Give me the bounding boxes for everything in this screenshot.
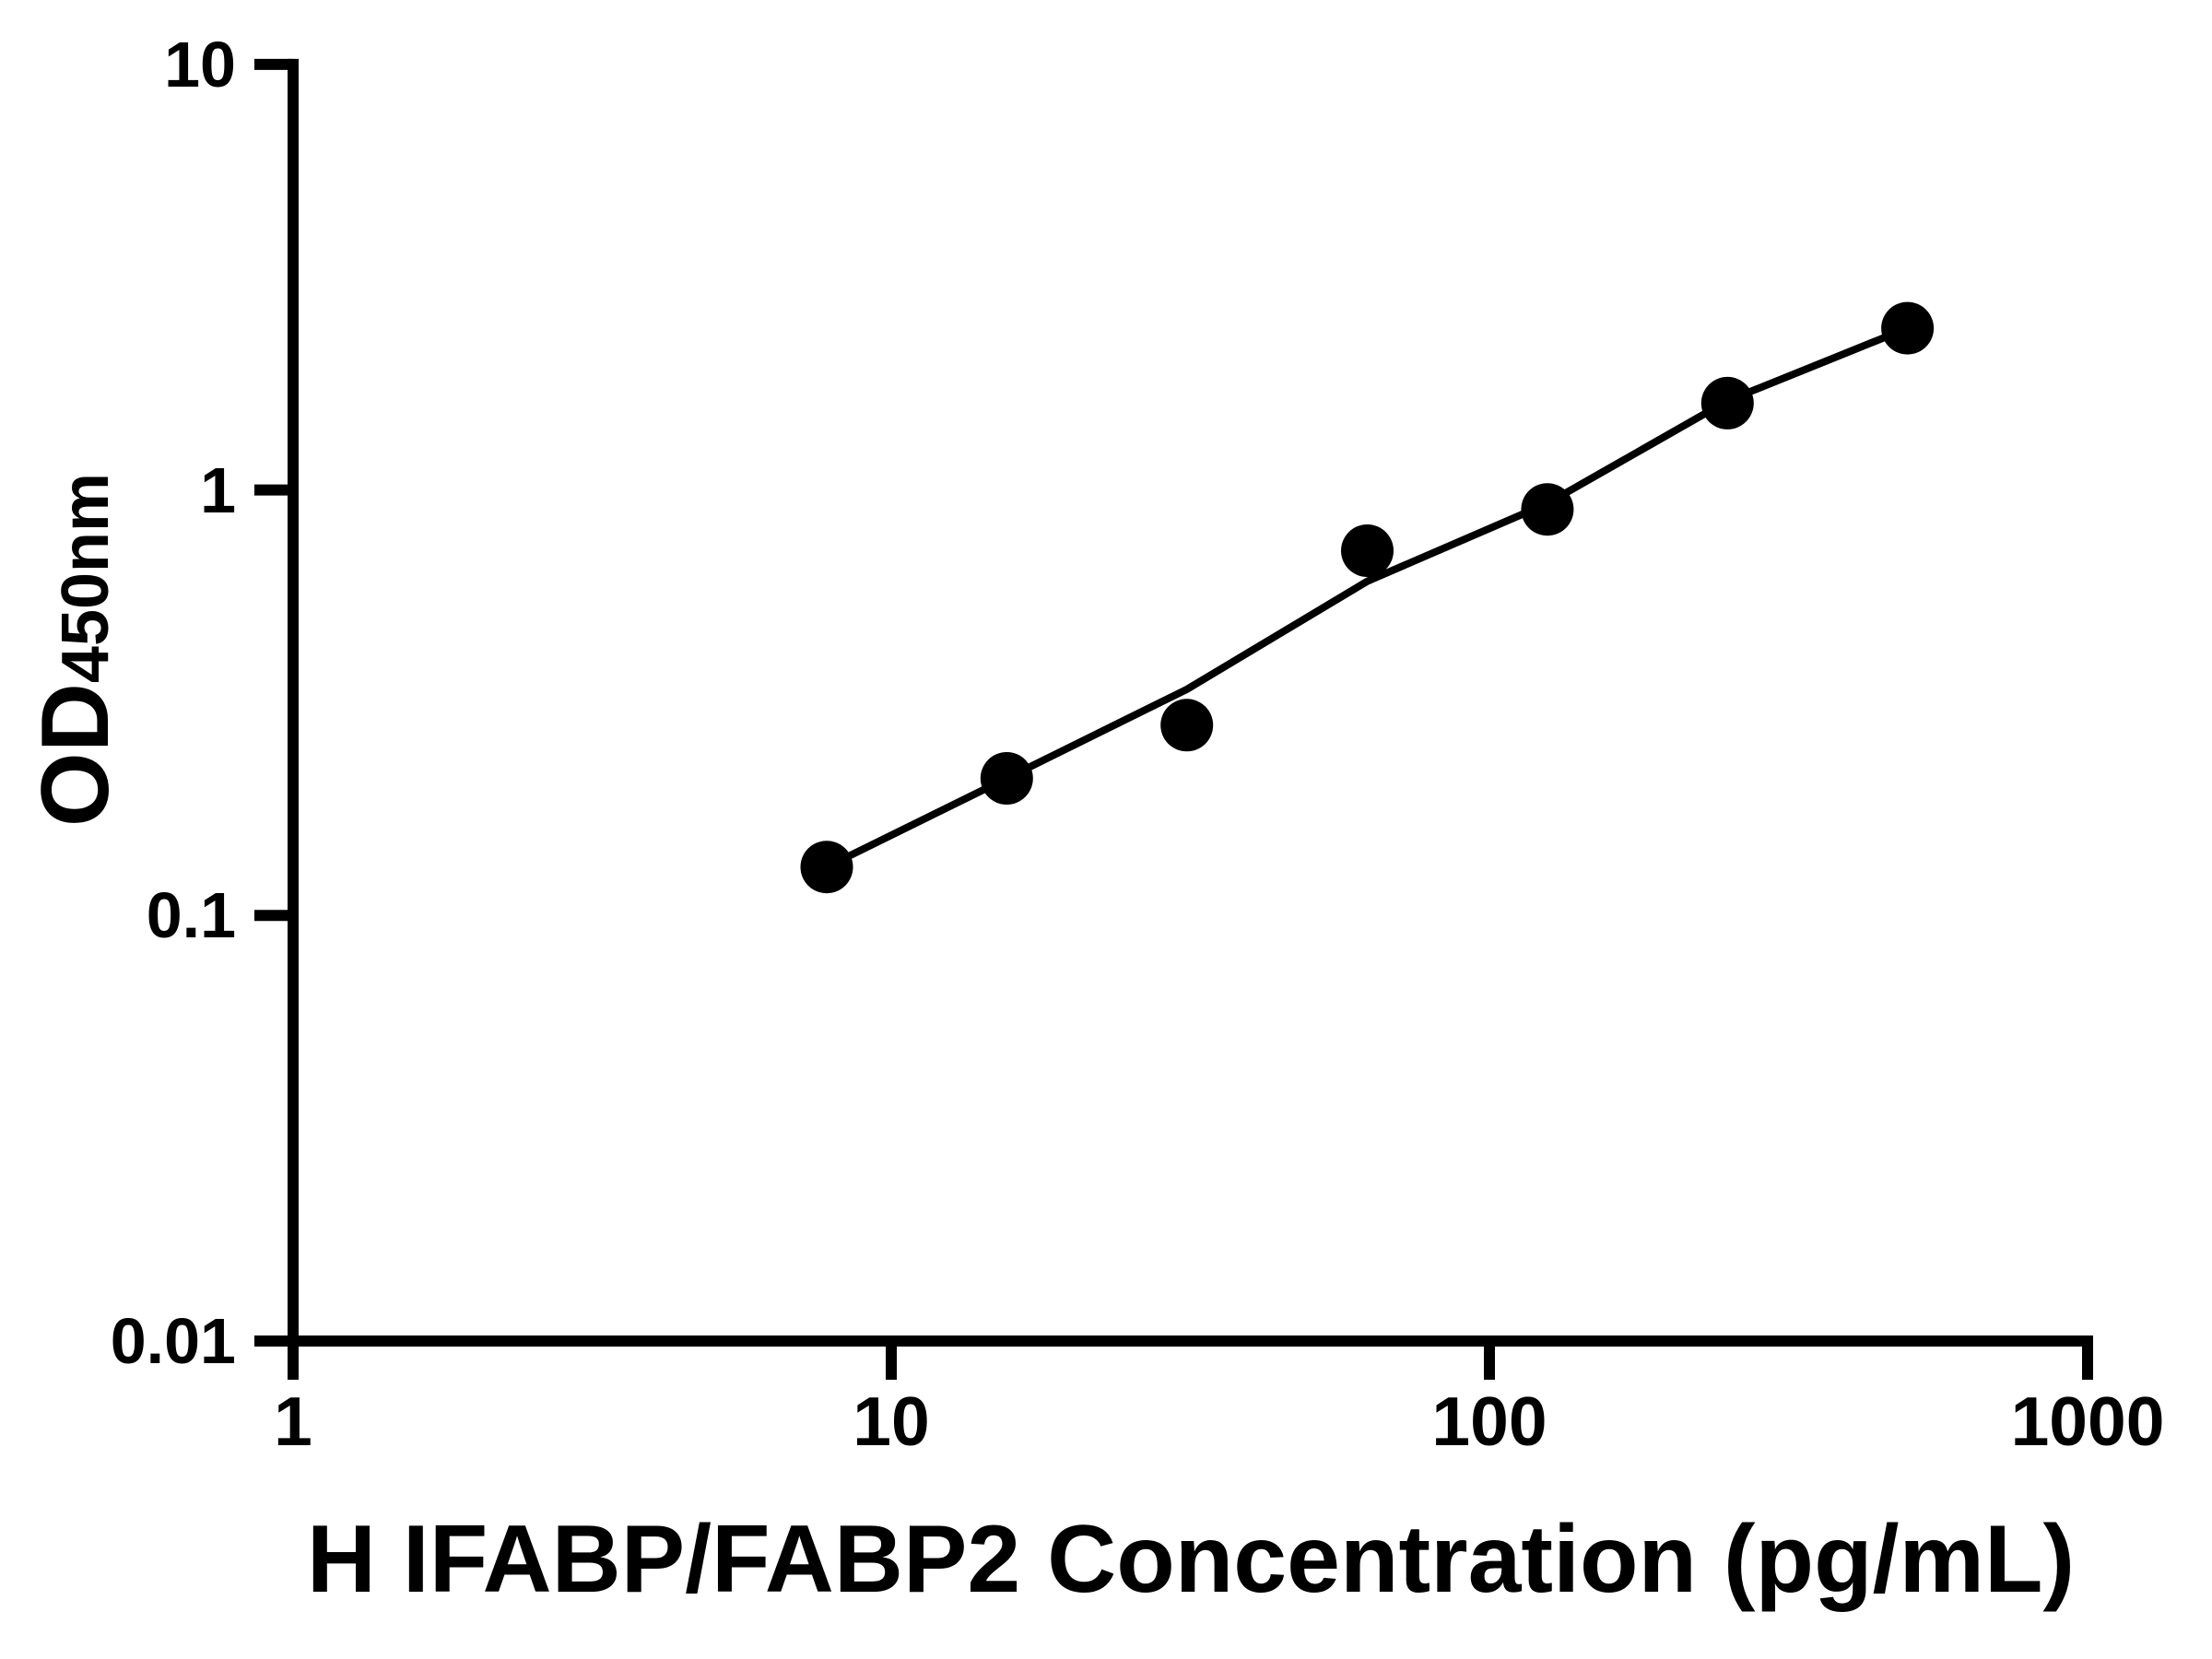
data-point-marker bbox=[1341, 524, 1394, 577]
data-point-marker bbox=[1700, 376, 1754, 429]
y-tick-label-0-1: 0.1 bbox=[146, 879, 236, 951]
y-tick-label-0-01: 0.01 bbox=[110, 1305, 236, 1377]
data-point-marker bbox=[800, 841, 853, 894]
x-tick-label-100: 100 bbox=[1431, 1382, 1547, 1460]
y-tick-label-1: 1 bbox=[200, 454, 236, 526]
data-point-marker bbox=[980, 752, 1033, 805]
data-point-marker bbox=[1521, 483, 1574, 536]
y-tick-label-10: 10 bbox=[164, 29, 236, 100]
x-tick-label-10: 10 bbox=[853, 1382, 930, 1460]
y-axis-title: OD450nm bbox=[11, 281, 140, 1018]
x-tick-label-1000: 1000 bbox=[2010, 1382, 2165, 1460]
y-axis-title-main: OD bbox=[22, 683, 129, 828]
x-tick-label-1: 1 bbox=[274, 1382, 312, 1460]
data-point-marker bbox=[1881, 301, 1935, 355]
data-point-marker bbox=[1160, 699, 1214, 752]
y-axis-title-subscript: 450nm bbox=[49, 472, 123, 684]
x-axis-title: H IFABP/FABP2 Concentration (pg/mL) bbox=[306, 1506, 2076, 1613]
